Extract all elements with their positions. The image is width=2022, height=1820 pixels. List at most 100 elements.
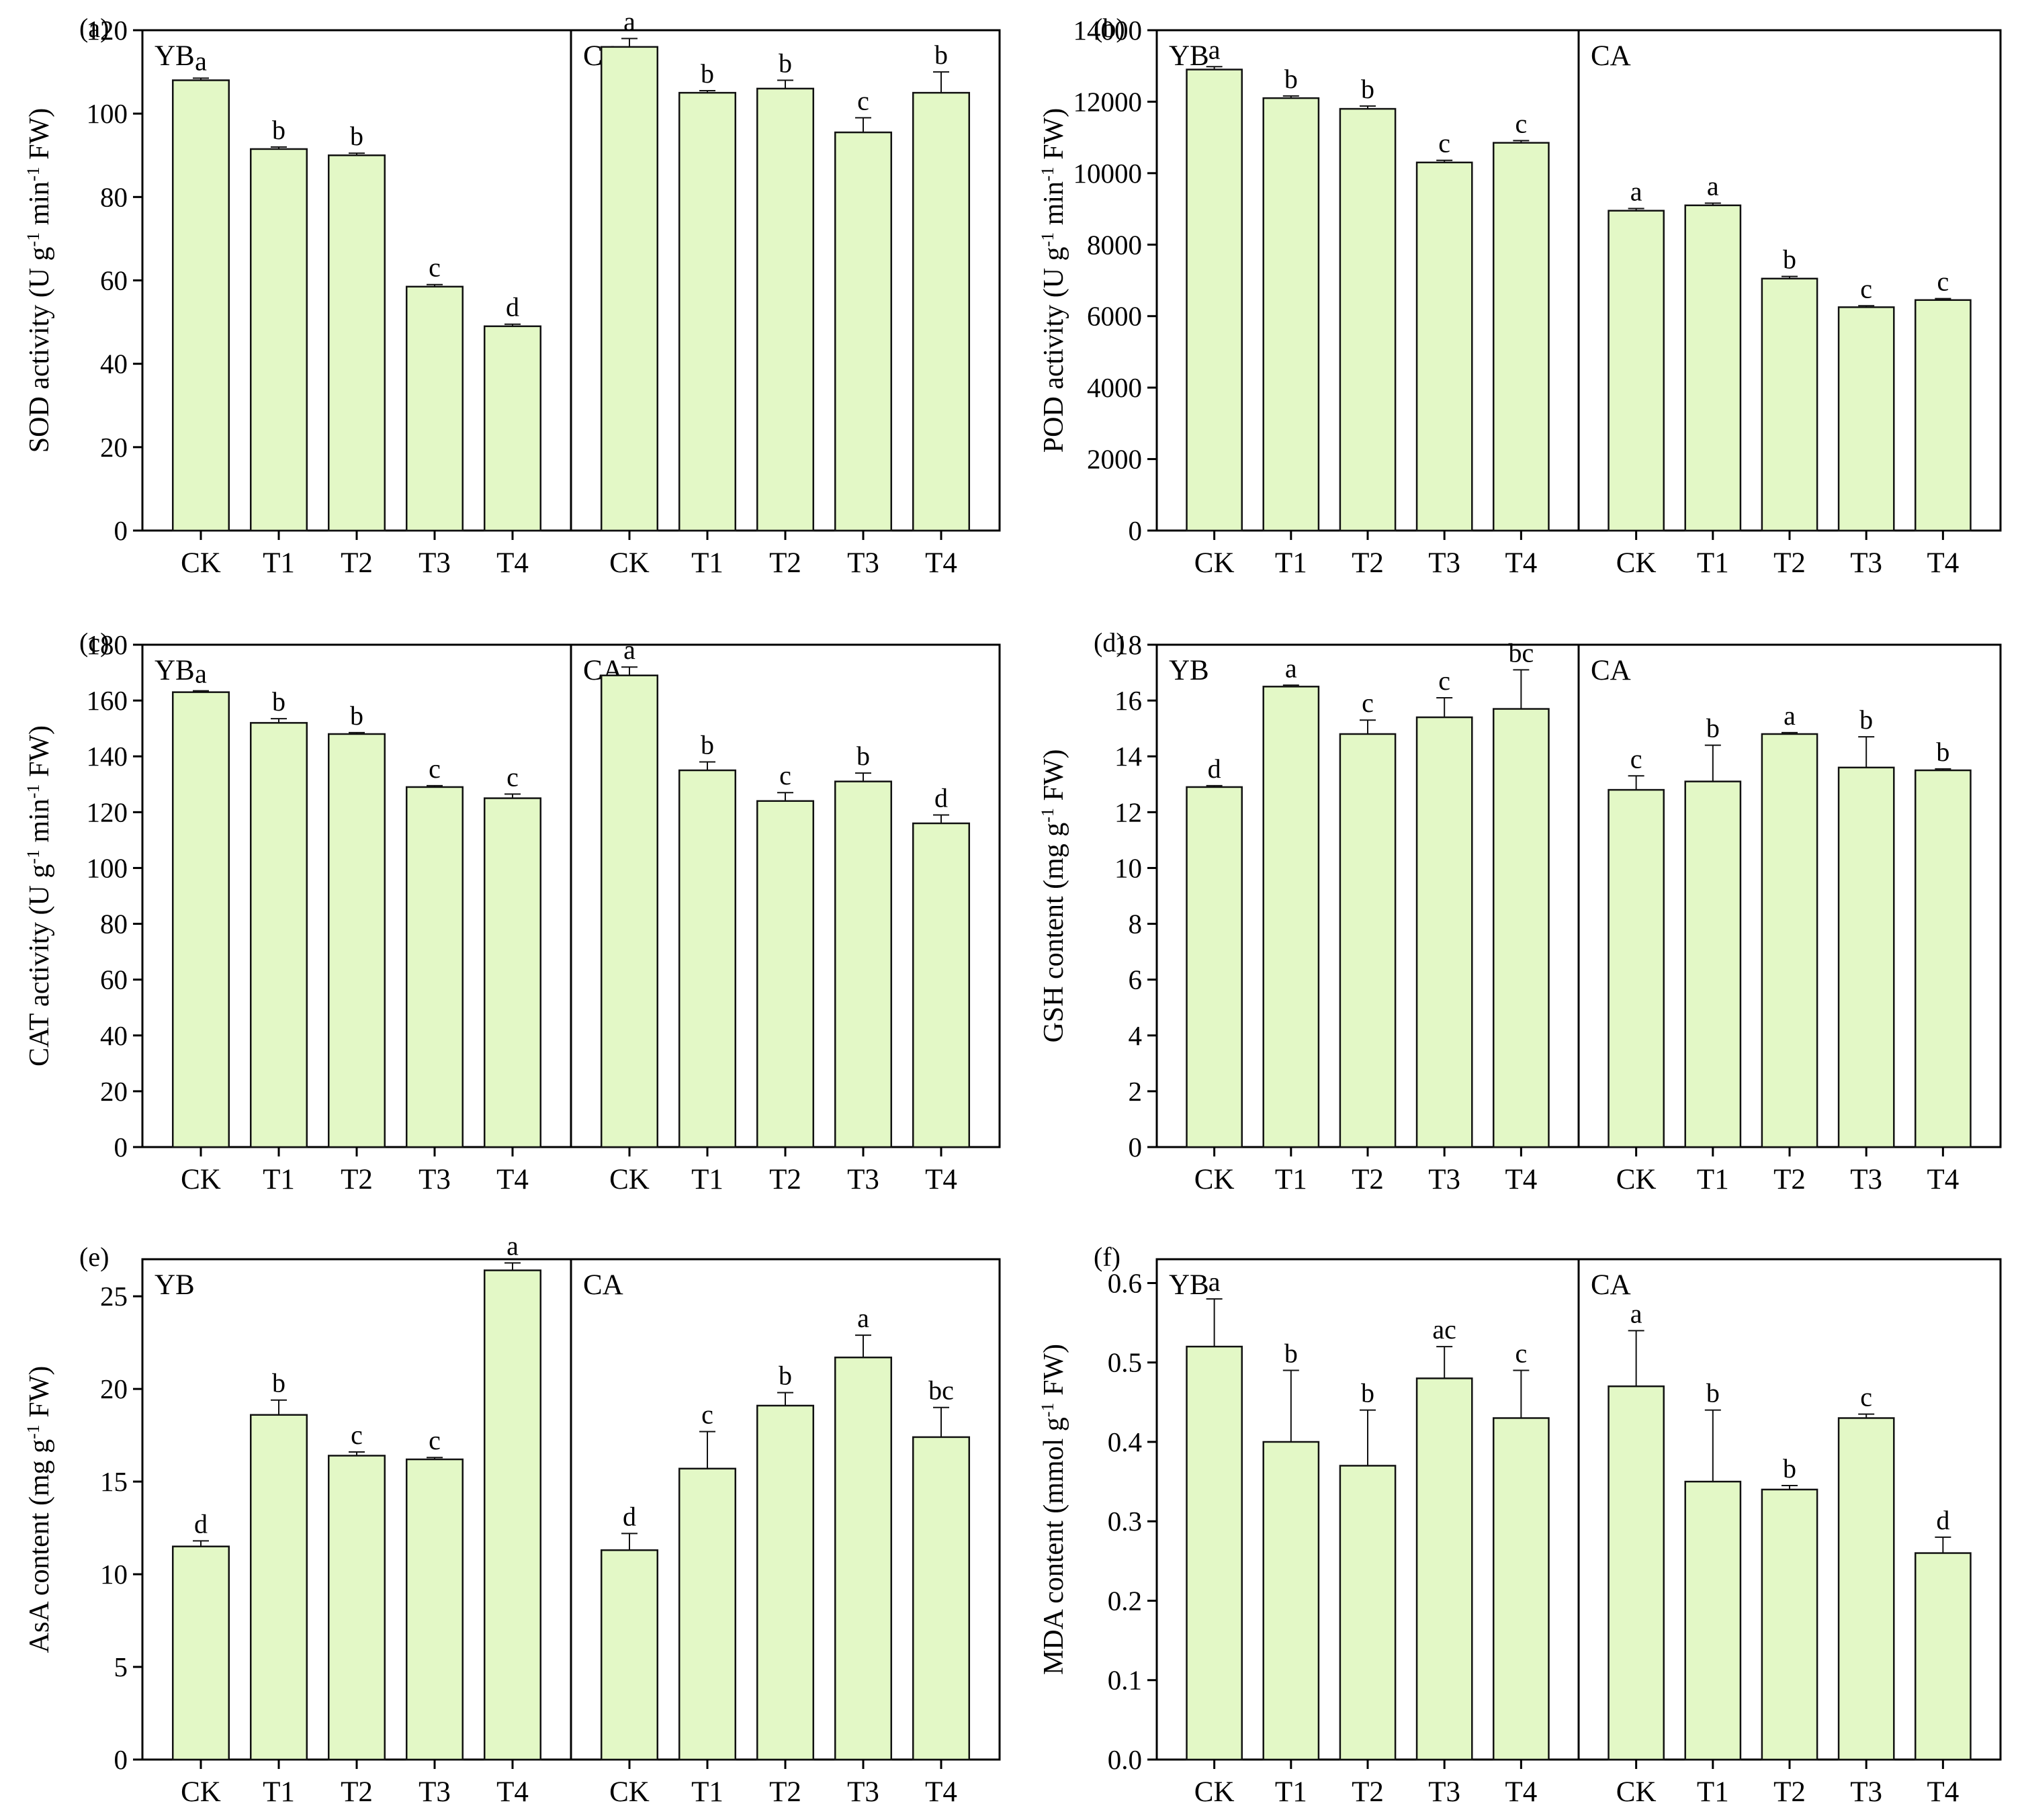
bar bbox=[678, 769, 737, 1148]
y-axis-title-part: SOD activity (U g bbox=[24, 246, 55, 453]
x-tick-label: CK bbox=[1616, 1164, 1657, 1195]
y-tick-label: 120 bbox=[87, 15, 128, 46]
bar bbox=[1339, 1465, 1397, 1761]
y-axis-title-part: CAT activity (U g bbox=[24, 864, 55, 1066]
x-tick-label: T4 bbox=[1505, 547, 1537, 579]
significance-letter: b bbox=[1284, 1338, 1298, 1369]
bar bbox=[1493, 142, 1550, 532]
significance-letter: d bbox=[506, 292, 519, 322]
y-axis-title-part: min bbox=[24, 799, 55, 850]
significance-letter: a bbox=[195, 659, 207, 689]
bar bbox=[249, 1414, 308, 1761]
significance-letter: b bbox=[1706, 1378, 1720, 1408]
x-tick-label: T2 bbox=[1352, 547, 1384, 579]
group-ca: CA d CK c T1 b T2 a T3 bc T4 bbox=[583, 1269, 971, 1808]
y-axis-title-part: MDA content (mmol g bbox=[1039, 1417, 1069, 1675]
group-label: CA bbox=[1591, 40, 1631, 72]
significance-letter: a bbox=[1208, 34, 1221, 64]
x-tick-label: T4 bbox=[496, 1164, 529, 1195]
x-tick-label: CK bbox=[609, 1164, 650, 1195]
x-tick-label: CK bbox=[1194, 547, 1235, 579]
x-tick-label: T3 bbox=[1428, 1776, 1460, 1808]
y-tick-label: 6000 bbox=[1087, 301, 1142, 332]
group-ca: CAa CK b T1 b T2 c T3 d T4 bbox=[1591, 1269, 1972, 1808]
y-tick-label: 8000 bbox=[1087, 229, 1142, 260]
x-tick-label: T4 bbox=[1927, 1776, 1959, 1808]
y-axis-title: AsA content (mg g-1 FW) bbox=[24, 1366, 56, 1653]
significance-letter: b bbox=[272, 115, 285, 145]
significance-letter: d bbox=[934, 782, 948, 813]
x-tick-label: CK bbox=[1194, 1164, 1235, 1195]
bar bbox=[1761, 1488, 1818, 1761]
bar bbox=[1915, 299, 1972, 532]
significance-letter: b bbox=[856, 741, 870, 771]
significance-letter: a bbox=[1285, 653, 1297, 683]
significance-letter: c bbox=[857, 85, 869, 116]
x-tick-label: T1 bbox=[1697, 1164, 1729, 1195]
x-tick-label: T4 bbox=[1505, 1164, 1537, 1195]
significance-letter: c bbox=[701, 1400, 713, 1430]
x-tick-label: T3 bbox=[1428, 1164, 1460, 1195]
bar bbox=[171, 79, 230, 532]
x-tick-label: CK bbox=[609, 547, 650, 579]
significance-letter: a bbox=[1208, 1267, 1221, 1297]
panel-tag: (c) bbox=[79, 627, 109, 657]
bar bbox=[1493, 1417, 1550, 1761]
y-axis-title: MDA content (mmol g-1 FW) bbox=[1038, 1344, 1070, 1675]
bar bbox=[1186, 69, 1243, 532]
y-tick-label: 10 bbox=[100, 1559, 128, 1590]
bar bbox=[327, 154, 386, 532]
bar bbox=[1761, 277, 1818, 532]
significance-letter: c bbox=[1937, 267, 1949, 297]
significance-letter: a bbox=[195, 46, 207, 76]
significance-letter: bc bbox=[928, 1375, 954, 1406]
significance-letter: b bbox=[1936, 737, 1949, 767]
significance-letter: d bbox=[623, 1501, 636, 1531]
y-axis-title-superscript: -1 bbox=[1038, 167, 1057, 181]
y-tick-label: 0 bbox=[114, 515, 128, 546]
x-tick-label: T3 bbox=[1850, 1776, 1882, 1808]
x-tick-label: T1 bbox=[263, 1164, 295, 1195]
bar bbox=[171, 691, 230, 1148]
x-tick-label: T2 bbox=[1773, 1776, 1806, 1808]
y-tick-label: 0.2 bbox=[1108, 1585, 1142, 1616]
y-tick-label: 80 bbox=[100, 909, 128, 940]
group-label: CA bbox=[1591, 1269, 1631, 1301]
y-tick-label: 20 bbox=[100, 1076, 128, 1107]
y-tick-label: 4 bbox=[1129, 1020, 1143, 1051]
y-axis-title-superscript: -1 bbox=[1038, 1403, 1057, 1418]
significance-letter: c bbox=[429, 1425, 441, 1455]
y-axis-title-superscript: -1 bbox=[24, 1424, 43, 1439]
y-tick-label: 5 bbox=[114, 1651, 128, 1682]
bar bbox=[1608, 1385, 1665, 1761]
x-tick-label: T2 bbox=[1773, 547, 1806, 579]
group-yb: YB a CK b T1 b T2 c T3 c T4 bbox=[1169, 34, 1550, 579]
x-tick-label: T2 bbox=[1352, 1776, 1384, 1808]
y-axis-title-superscript: -1 bbox=[24, 850, 43, 864]
significance-letter: a bbox=[507, 1231, 519, 1261]
significance-letter: b bbox=[1361, 74, 1374, 104]
group-yb: YB d CK a T1 c T2 c T3 bc T4 bbox=[1169, 637, 1550, 1195]
y-tick-label: 0 bbox=[114, 1744, 128, 1775]
significance-letter: c bbox=[1515, 108, 1527, 138]
bar bbox=[600, 1549, 659, 1761]
x-tick-label: T1 bbox=[1697, 1776, 1729, 1808]
y-tick-label: 40 bbox=[100, 349, 128, 379]
y-tick-label: 18 bbox=[1114, 629, 1142, 660]
x-tick-label: T3 bbox=[419, 547, 451, 579]
bar bbox=[1415, 1377, 1473, 1761]
y-tick-label: 8 bbox=[1129, 909, 1143, 940]
bar bbox=[405, 1458, 464, 1761]
y-tick-label: 25 bbox=[100, 1281, 128, 1312]
x-tick-label: T1 bbox=[691, 1776, 723, 1808]
bar bbox=[678, 1467, 737, 1761]
x-tick-label: CK bbox=[181, 1776, 221, 1808]
x-tick-label: T4 bbox=[1927, 547, 1959, 579]
x-tick-label: T1 bbox=[1275, 547, 1307, 579]
significance-letter: b bbox=[350, 700, 363, 731]
y-axis-title-superscript: -1 bbox=[24, 784, 43, 799]
x-tick-label: T1 bbox=[691, 1164, 723, 1195]
